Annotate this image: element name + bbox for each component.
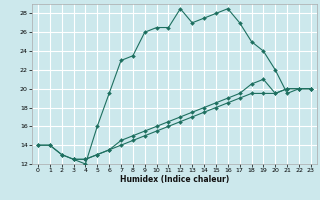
X-axis label: Humidex (Indice chaleur): Humidex (Indice chaleur): [120, 175, 229, 184]
